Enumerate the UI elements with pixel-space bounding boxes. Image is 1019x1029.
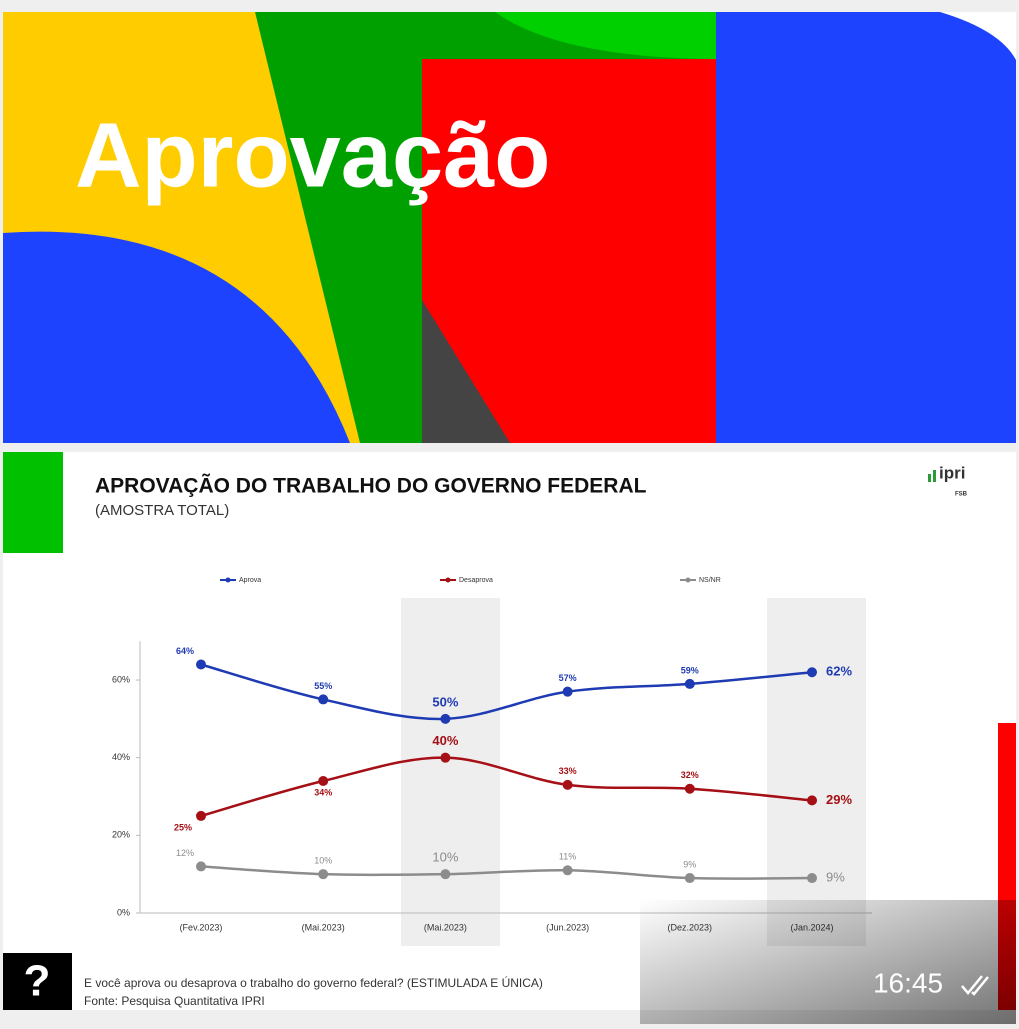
data-label: 25% xyxy=(174,822,192,832)
logo: ipri FSB xyxy=(928,463,968,498)
data-point xyxy=(807,795,817,806)
time-shadow xyxy=(640,900,1016,1024)
legend-dot xyxy=(445,577,451,583)
data-label: 33% xyxy=(559,766,577,776)
y-tick-label: 0% xyxy=(117,907,130,917)
chart-title: APROVAÇÃO DO TRABALHO DO GOVERNO FEDERAL xyxy=(95,475,647,498)
data-point xyxy=(807,873,817,884)
data-point xyxy=(440,713,451,724)
data-label: 50% xyxy=(432,694,458,709)
data-point xyxy=(196,810,206,821)
y-tick-label: 60% xyxy=(112,674,130,684)
legend-label: Aprova xyxy=(239,577,261,584)
question: E você aprova ou desaprova o trabalho do… xyxy=(84,975,543,990)
data-label: 55% xyxy=(314,681,332,691)
data-label: 9% xyxy=(683,859,696,869)
data-point xyxy=(684,678,695,689)
legend-dot xyxy=(225,577,231,583)
logo-text: ipri xyxy=(939,463,965,482)
logo-sub: FSB xyxy=(955,492,968,498)
data-point xyxy=(684,783,695,794)
data-point xyxy=(684,873,695,884)
chart-subtitle: (AMOSTRA TOTAL) xyxy=(95,502,229,519)
plot: 0% 20% 40% 60% (Fev.2023) (Mai.2023) (Mai.2023… xyxy=(112,577,872,932)
legend-label: Desaprova xyxy=(459,577,493,584)
data-point xyxy=(318,775,329,786)
series-line xyxy=(200,756,813,818)
data-label: 62% xyxy=(826,664,852,679)
data-point xyxy=(440,752,451,763)
data-point xyxy=(318,694,329,705)
source: Fonte: Pesquisa Quantitativa IPRI xyxy=(84,994,265,1008)
data-point xyxy=(562,686,573,697)
data-point xyxy=(562,779,573,790)
data-point xyxy=(440,869,451,880)
data-label: 29% xyxy=(826,792,852,807)
data-point xyxy=(196,659,206,670)
data-label: 57% xyxy=(559,673,577,683)
series-line xyxy=(200,865,813,880)
data-label: 34% xyxy=(314,787,332,797)
x-tick-label: (Jun.2023) xyxy=(546,922,589,932)
banner-title: Aprovação xyxy=(75,104,551,206)
data-label: 10% xyxy=(432,850,458,865)
legend-dot xyxy=(685,577,691,583)
y-tick-label: 40% xyxy=(112,752,130,762)
x-tick-label: (Mai.2023) xyxy=(302,922,345,932)
x-tick-label: (Fev.2023) xyxy=(180,922,223,932)
data-label: 10% xyxy=(314,856,332,866)
x-tick-label: (Mai.2023) xyxy=(424,922,467,932)
data-label: 59% xyxy=(681,665,699,675)
banner-image: Aprovação xyxy=(3,12,1016,443)
series-line xyxy=(200,663,813,721)
data-point xyxy=(196,861,206,872)
legend-label: NS/NR xyxy=(699,577,721,584)
data-point xyxy=(562,865,573,876)
data-label: 32% xyxy=(681,770,699,780)
read-ticks xyxy=(961,975,989,996)
help-icon: ? xyxy=(24,957,51,1006)
data-point xyxy=(807,667,817,678)
data-label: 40% xyxy=(432,733,458,748)
y-tick-label: 20% xyxy=(112,830,130,840)
data-point xyxy=(318,869,329,880)
data-label: 9% xyxy=(826,869,845,884)
data-label: 12% xyxy=(176,848,194,858)
timestamp: 16:45 xyxy=(873,967,943,998)
data-label: 11% xyxy=(559,852,576,862)
data-label: 64% xyxy=(176,646,194,656)
